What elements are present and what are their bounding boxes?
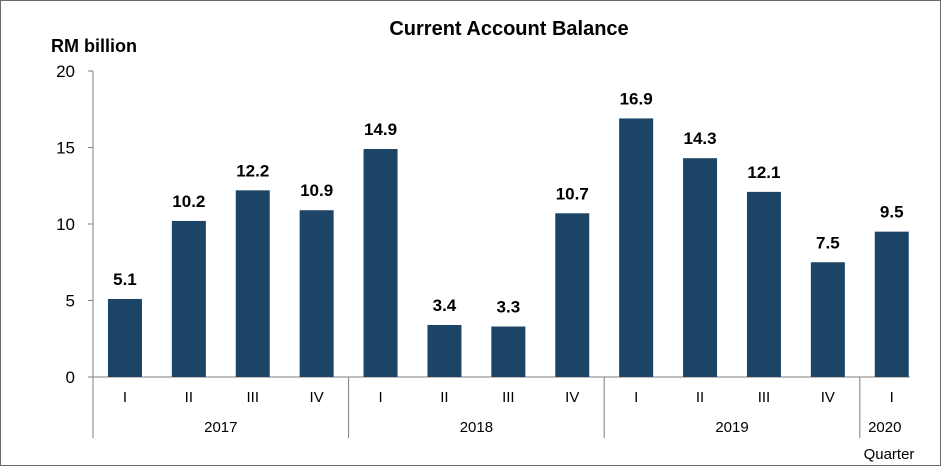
x-axis-label: Quarter [864,446,915,463]
bar [683,158,718,377]
x-tick-label: III [758,389,771,406]
y-tick-label: 15 [56,139,75,158]
data-label: 10.7 [556,184,589,203]
year-label: 2017 [204,419,237,436]
x-tick-label: IV [821,389,835,406]
x-tick-label: I [634,389,638,406]
bar [363,149,398,377]
data-labels: 5.1 10.2 12.2 10.9 14.9 3.4 3.3 10.7 16.9 14.3 12.… [113,89,903,316]
bar [427,324,462,377]
bar [619,118,654,378]
bar [235,190,270,377]
x-tick-label: IV [565,389,579,406]
bar [555,213,590,377]
data-label: 12.2 [236,161,269,180]
bar [810,262,845,377]
data-label: 3.3 [497,298,521,317]
bars [107,118,909,378]
bar [107,298,142,377]
x-tick-label: III [502,389,515,406]
y-tick-label: 5 [66,292,75,311]
y-tick-label: 10 [56,215,75,234]
y-tick-label: 0 [66,368,75,387]
year-label: 2018 [460,419,493,436]
data-label: 5.1 [113,270,137,289]
year-label: 2019 [715,419,748,436]
year-label: 2020 [868,419,901,436]
bar [874,231,909,377]
chart-title: Current Account Balance [389,18,628,40]
y-tick-label: 20 [56,62,75,81]
x-tick-label: I [123,389,127,406]
bar [491,326,526,377]
data-label: 14.9 [364,120,397,139]
x-tick-label: I [890,389,894,406]
y-axis-label: RM billion [51,36,137,56]
x-tick-label: I [378,389,382,406]
data-label: 12.1 [747,163,780,182]
data-label: 14.3 [684,129,717,148]
data-label: 16.9 [620,89,653,108]
x-tick-label: IV [310,389,324,406]
data-label: 10.9 [300,181,333,200]
x-tick-label: II [185,389,193,406]
data-label: 3.4 [433,296,457,315]
data-label: 10.2 [172,192,205,211]
bar [746,191,781,377]
x-tick-label: III [246,389,259,406]
bar [171,220,206,377]
bar [299,210,334,377]
data-label: 9.5 [880,203,904,222]
data-label: 7.5 [816,233,840,252]
x-tick-label: II [440,389,448,406]
x-tick-label: II [696,389,704,406]
